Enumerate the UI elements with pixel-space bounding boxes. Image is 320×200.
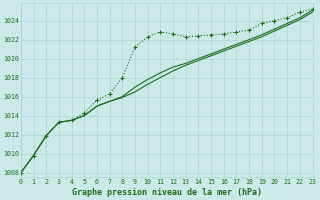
X-axis label: Graphe pression niveau de la mer (hPa): Graphe pression niveau de la mer (hPa)	[72, 188, 262, 197]
